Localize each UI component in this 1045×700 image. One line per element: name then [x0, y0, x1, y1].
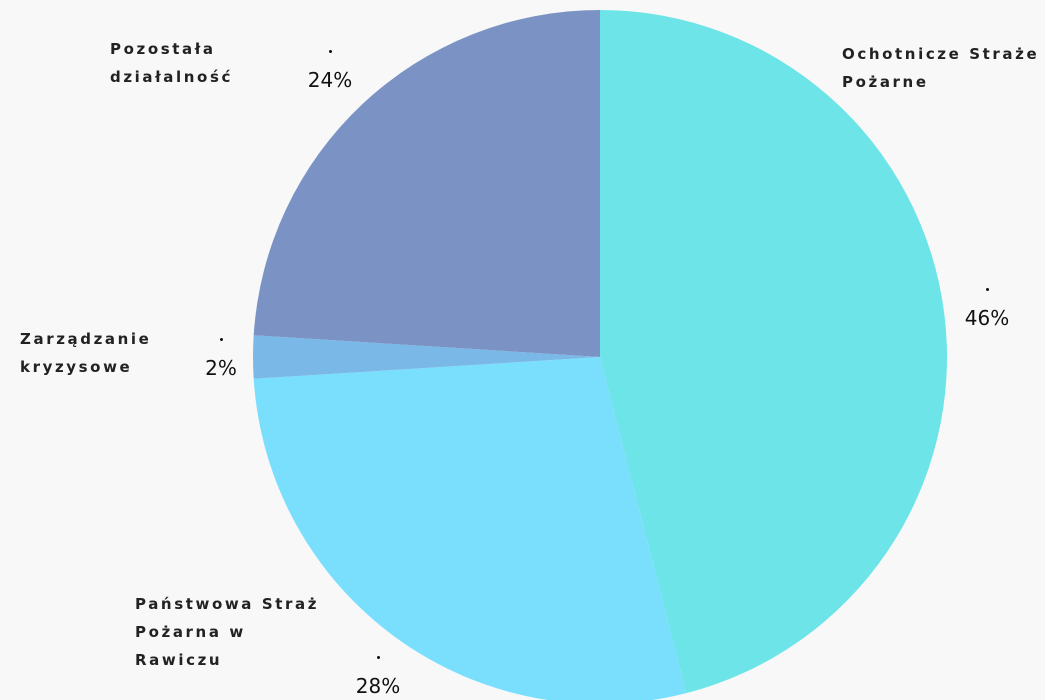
category-label: Państwowa Straż Pożarna w Rawiczu — [135, 595, 320, 669]
slice — [253, 10, 600, 357]
slice — [600, 10, 947, 694]
label-dot — [377, 656, 380, 659]
value-label: 28% — [355, 674, 401, 698]
slice — [253, 357, 687, 700]
slice — [253, 335, 600, 379]
value-label: 46% — [964, 306, 1010, 330]
category-label: Zarządzanie kryzysowe — [20, 330, 152, 376]
value-label: 2% — [205, 356, 237, 380]
label-dot — [986, 288, 989, 291]
value-label: 24% — [307, 68, 353, 92]
category-label: Ochotnicze Straże Pożarne — [842, 45, 1040, 91]
label-dot — [220, 338, 223, 341]
category-label: Pozostała działalność — [110, 40, 233, 86]
label-dot — [329, 50, 332, 53]
